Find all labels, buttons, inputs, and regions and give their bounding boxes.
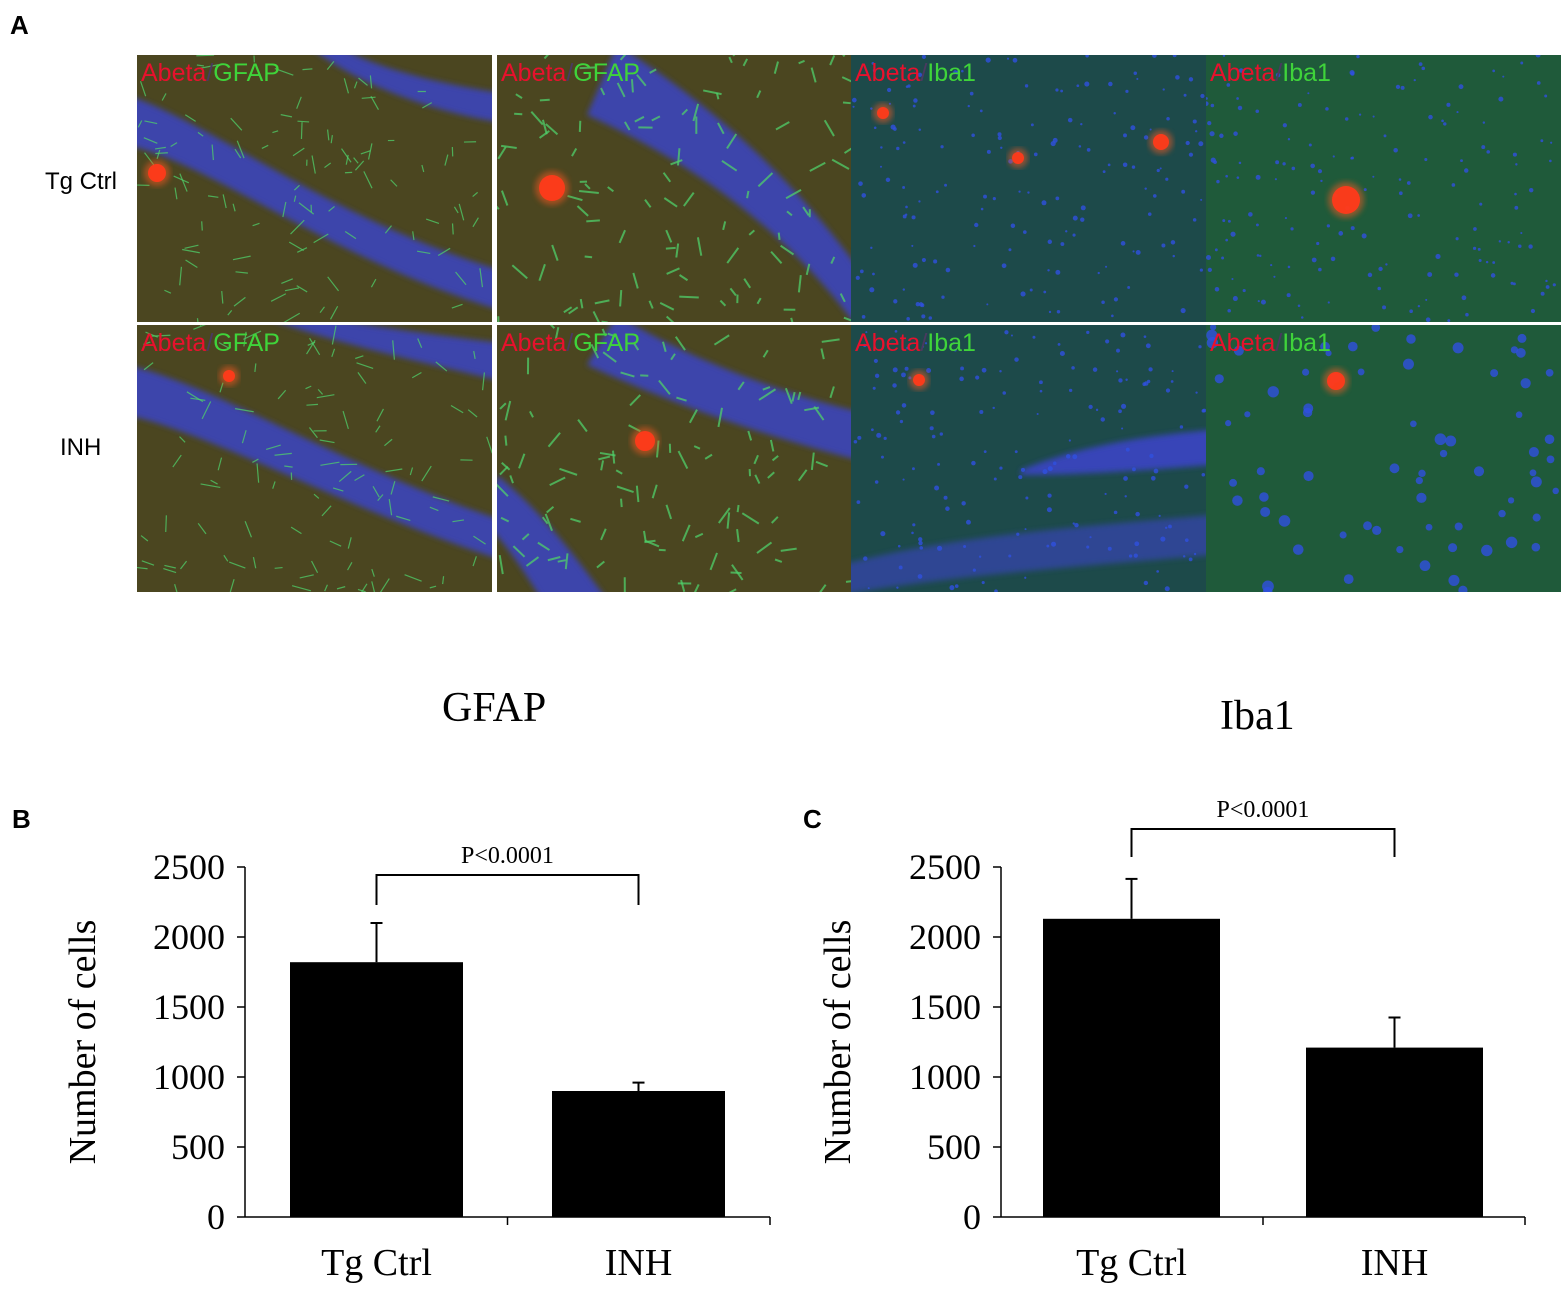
micrograph-tg-ctrl-iba1-zoom: Abeta/Iba1 [1206, 55, 1561, 322]
panel-c-bar-tg-ctrl [1043, 918, 1220, 1217]
stain-label-gfap: GFAP [573, 59, 640, 87]
stain-label-iba1: Iba1 [927, 59, 976, 87]
stain-label-gfap: GFAP [213, 329, 280, 357]
panel-c-y-tick-label: 500 [927, 1127, 981, 1167]
stain-label-abeta: Abeta [501, 329, 567, 357]
panel-c-x-tick-label: Tg Ctrl [1076, 1242, 1187, 1284]
micrograph-tg-ctrl-iba1-overview: Abeta/Iba1 [851, 55, 1206, 322]
panel-c-y-tick-label: 0 [963, 1197, 981, 1237]
section-title-gfap: GFAP [442, 685, 547, 731]
panel-b-y-tick-label: 1500 [153, 987, 225, 1027]
panel-c-y-tick-label: 1500 [909, 987, 981, 1027]
stain-label-abeta: Abeta [1210, 329, 1276, 357]
panel-b-y-tick-label: 500 [171, 1127, 225, 1167]
row-label-tg-ctrl: Tg Ctrl [45, 168, 117, 195]
micrograph-stain-label: Abeta/Iba1 [855, 329, 976, 358]
panel-c-y-tick-label: 2000 [909, 917, 981, 957]
micrograph-stain-label: Abeta/Iba1 [1210, 329, 1331, 358]
panel-c-y-tick-label: 1000 [909, 1057, 981, 1097]
panel-b-letter: B [12, 804, 31, 834]
panel-letter-a: A [10, 10, 29, 40]
micrograph-inh-iba1-overview: Abeta/Iba1 [851, 325, 1206, 592]
stain-label-gfap: GFAP [573, 329, 640, 357]
micrograph-stain-label: Abeta/GFAP [501, 329, 640, 358]
stain-label-abeta: Abeta [855, 59, 921, 87]
panel-b-bar-tg-ctrl [290, 962, 463, 1217]
stain-label-abeta: Abeta [1210, 59, 1276, 87]
micrograph-tg-ctrl-gfap-zoom: Abeta/GFAP [497, 55, 852, 322]
stain-label-abeta: Abeta [855, 329, 921, 357]
micrograph-inh-gfap-zoom: Abeta/GFAP [497, 325, 852, 592]
panel-c-significance-label: P<0.0001 [1217, 797, 1310, 823]
stain-label-iba1: Iba1 [1282, 329, 1331, 357]
panel-b-y-tick-label: 1000 [153, 1057, 225, 1097]
stain-label-iba1: Iba1 [1282, 59, 1331, 87]
micrograph-stain-label: Abeta/GFAP [501, 59, 640, 88]
stain-label-separator: / [566, 59, 574, 87]
micrograph-stain-label: Abeta/Iba1 [1210, 59, 1331, 88]
stain-label-separator: / [206, 59, 214, 87]
stain-label-abeta: Abeta [141, 329, 207, 357]
stain-label-iba1: Iba1 [927, 329, 976, 357]
section-title-iba1: Iba1 [1220, 693, 1295, 739]
panel-c-bar-inh [1306, 1047, 1483, 1217]
stain-label-separator: / [920, 59, 928, 87]
panel-b-y-tick-label: 0 [207, 1197, 225, 1237]
stain-label-separator: / [1275, 59, 1283, 87]
panel-b-bar-inh [552, 1091, 725, 1217]
panel-b-significance-label: P<0.0001 [461, 843, 554, 869]
stain-label-separator: / [566, 329, 574, 357]
panel-b-significance-bracket [375, 874, 640, 905]
panel-c-y-tick-label: 2500 [909, 847, 981, 887]
stain-label-abeta: Abeta [501, 59, 567, 87]
panel-c-x-tick-label: INH [1361, 1242, 1429, 1284]
stain-label-separator: / [206, 329, 214, 357]
stain-label-gfap: GFAP [213, 59, 280, 87]
micrograph-stain-label: Abeta/GFAP [141, 329, 280, 358]
micrograph-inh-gfap-overview: Abeta/GFAP [137, 325, 492, 592]
panel-b-y-tick-label: 2500 [153, 847, 225, 887]
panel-b-y-tick-label: 2000 [153, 917, 225, 957]
micrograph-stain-label: Abeta/GFAP [141, 59, 280, 88]
panel-c-y-axis-label: Number of cells [817, 920, 859, 1165]
micrograph-tg-ctrl-gfap-overview: Abeta/GFAP [137, 55, 492, 322]
panel-c-significance-bracket [1130, 828, 1396, 857]
micrograph-stain-label: Abeta/Iba1 [855, 59, 976, 88]
stain-label-separator: / [1275, 329, 1283, 357]
micrograph-inh-iba1-zoom: Abeta/Iba1 [1206, 325, 1561, 592]
stain-label-abeta: Abeta [141, 59, 207, 87]
panel-b-x-tick-label: Tg Ctrl [321, 1242, 432, 1284]
panel-b-y-axis-label: Number of cells [62, 920, 104, 1165]
stain-label-separator: / [920, 329, 928, 357]
panel-b-x-tick-label: INH [605, 1242, 673, 1284]
row-label-inh: INH [60, 434, 102, 461]
panel-c-letter: C [803, 804, 822, 834]
